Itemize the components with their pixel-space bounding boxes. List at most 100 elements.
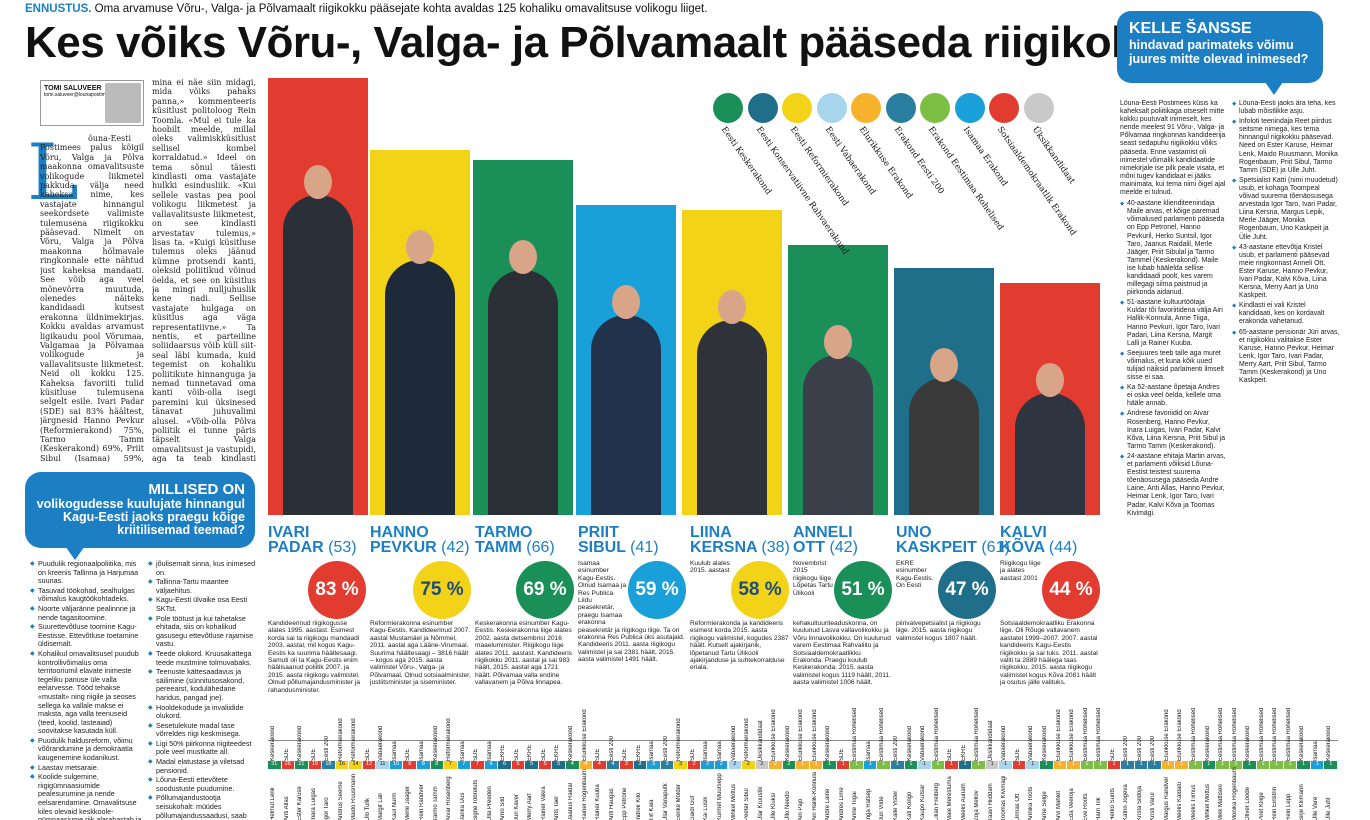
table-column: Isamaa 1 Inga Rätsep [863,741,878,820]
issue-item: Laastav metsaraie. [30,763,142,773]
head [930,348,958,382]
table-count: 1 [1229,761,1243,769]
candidate-name: KALVI KÕVA (44) [1000,525,1077,556]
legend-dot [954,93,985,123]
table-count: 1 [796,761,809,769]
table-party: EKRE [960,744,967,761]
table-column: Elurikkuse Erakond 1 Meelis Kaldalu [1175,709,1189,820]
table-count: 1 [1134,761,1148,769]
issue-item: Puudulik haldusreform, võimu võõrandumin… [30,736,142,763]
suit [283,195,353,515]
table-name: Ain Pajo [798,798,805,820]
table-name: Meelis Tiimus [1191,784,1197,820]
person-photo [591,285,661,515]
table-count: 1 [1040,761,1053,769]
table-column: Eestimaa Rohelised 1 Monika Rogenbaum [1229,707,1244,820]
table-name: Anti Haugas [608,788,615,820]
table-count: 3 [660,761,674,769]
head [406,230,434,264]
table-count: 1 [1189,761,1202,769]
opinion-item: 43-aastane ettevõtja Kristel usub, et pa… [1232,244,1340,301]
table-name: Kaupo Kutsar [920,784,927,820]
table-name: Ester Karuse [297,786,304,820]
table-name: Sirje Kliimann [1299,784,1306,820]
table-party: SDE [310,748,317,761]
table-party: Isamaa [418,741,425,761]
table-count: 5 [538,761,552,769]
candidate-last-name: KÕVA [1000,539,1049,556]
table-name: Indrek Kilo [635,792,642,820]
issue-item: Lõuna-Eesti ettevõtete soodustuste puudu… [148,775,260,793]
table-party: Eesti 200 [662,735,669,761]
table-party: Keskerakond [270,725,276,761]
opinions-box-subtitle: hindavad parimateks võimu juures mitte o… [1129,38,1309,66]
table-column: SDE 7 Signe Tobreluts [471,741,485,820]
table-name: Zoja Mellov [974,790,981,820]
table-party: Eestimaa Rohelised [1231,707,1238,761]
table-count: 1 [850,761,863,769]
opinion-item: 65-aastane pensionär Jüri arvas, et riig… [1232,329,1340,386]
kicker-label: ENNUSTUS. [25,3,92,15]
table-column: Elurikkuse Erakond 2 Ülle Kiuksi [769,709,783,820]
candidate-last-name: PADAR [268,539,329,556]
candidate-last-name: SIBUL [578,539,631,556]
table-name: Rainer Rogenbaum [581,768,588,820]
table-name: Peeter Sibul [744,788,751,820]
candidate-bio-text: Kandideerinud riigikogusse alates 1995. … [268,620,360,694]
table-name: Mihkel Mõttus [1204,783,1211,820]
legend-label: Eesti Reformierakond [787,125,851,209]
legend-dot [1023,93,1054,123]
table-column: Eesti 200 1 Krista Sildoja [1134,736,1149,820]
opinion-item: Andrese favoriidid on Aivar Rosenberg, H… [1120,410,1226,450]
table-column: Elurikkuse Erakond 1 Airi Hallik-Konnula [809,709,824,820]
table-column: Keskerakond 2 Üllo Needo [782,726,797,820]
table-party: Keskerakond [297,725,304,761]
candidate-name: PRIIT SIBUL (41) [578,525,659,556]
table-column: Eestimaa Rohelised 1 Mikk Mattisen [1216,708,1230,820]
table-name: Annika Toots [1028,786,1035,820]
byline-email: tomi.saluveer@lounapostimees.ee [44,92,121,98]
table-name: Katrin Jõgeva [1123,784,1130,820]
table-party: Eestimaa Rohelised [1191,707,1197,761]
table-name: Epp Petrone [622,787,629,820]
issue-item: Koolide sulgemine, riigigümnaasiumide pe… [30,772,142,820]
table-name: Jarika Uus [459,792,466,820]
table-name: Maido Ruusmann [351,773,358,820]
table-party: Reformierakond [676,718,683,761]
table-count: 8 [430,761,444,769]
table-name: Jüri Vilde [879,796,886,820]
table-column: Eestimaa Rohelised 1 Rein Einstrin [1270,708,1284,820]
candidate-age: (53) [328,539,357,556]
table-party: Keskerakond [906,725,913,761]
table-count: 1 [1094,761,1107,769]
table-count: 16 [335,761,349,769]
issues-box-title: MILLISED ON [148,481,245,498]
table-count: 7 [471,761,484,769]
candidate-bio: Riigikogu liige ja alates aastast 2001 S… [1000,560,1100,736]
table-column: SDE 12 Ülo Tulik [362,741,377,820]
table-party: Elurikkuse Erakond [771,709,778,761]
table-column: Elurikkuse Erakond 4 Rainer Rogenbaum [579,709,594,820]
opinions-box: KELLE ŠANSSE hindavad parimateks võimu j… [1117,11,1323,95]
opinion-item: Seejuures teeb talle aga muret võimalus,… [1120,350,1226,382]
table-party: Elurikkuse Erakond [1163,709,1170,761]
issue-item: Suurettevõtluse toomine Kagu-Eestisse. E… [30,622,142,649]
candidate-name: HANNO PEVKUR (42) [370,525,470,556]
candidate-last-name: OTT [793,539,830,556]
table-column: SDE 1 Urmas Ott [1012,741,1027,820]
table-column: Üksikkandidaat 2 Ülar Kruustik [755,720,770,820]
table-name: Ülar Kruustik [757,786,764,820]
table-column: Isamaa 1 Ülle Vare [1310,741,1325,820]
table-party: SDE [1014,748,1021,761]
table-party: SDE [283,748,290,761]
table-name: Anne Tiigai [852,791,859,820]
table-count: 1 [1053,761,1067,769]
table-column: EKRE 6 Arno Sild [498,741,512,820]
table-name: Ülle Vare [1312,796,1319,820]
table-name: Margus Randver [1163,776,1170,820]
table-count: 1 [1256,761,1270,769]
candidate-bio: Kandideerinud riigikogusse alates 1995. … [268,560,366,736]
table-name: Maie Merestuma [947,776,954,820]
table-party: Eestimaa Rohelised [1258,707,1265,761]
table-count: 1 [958,761,972,769]
